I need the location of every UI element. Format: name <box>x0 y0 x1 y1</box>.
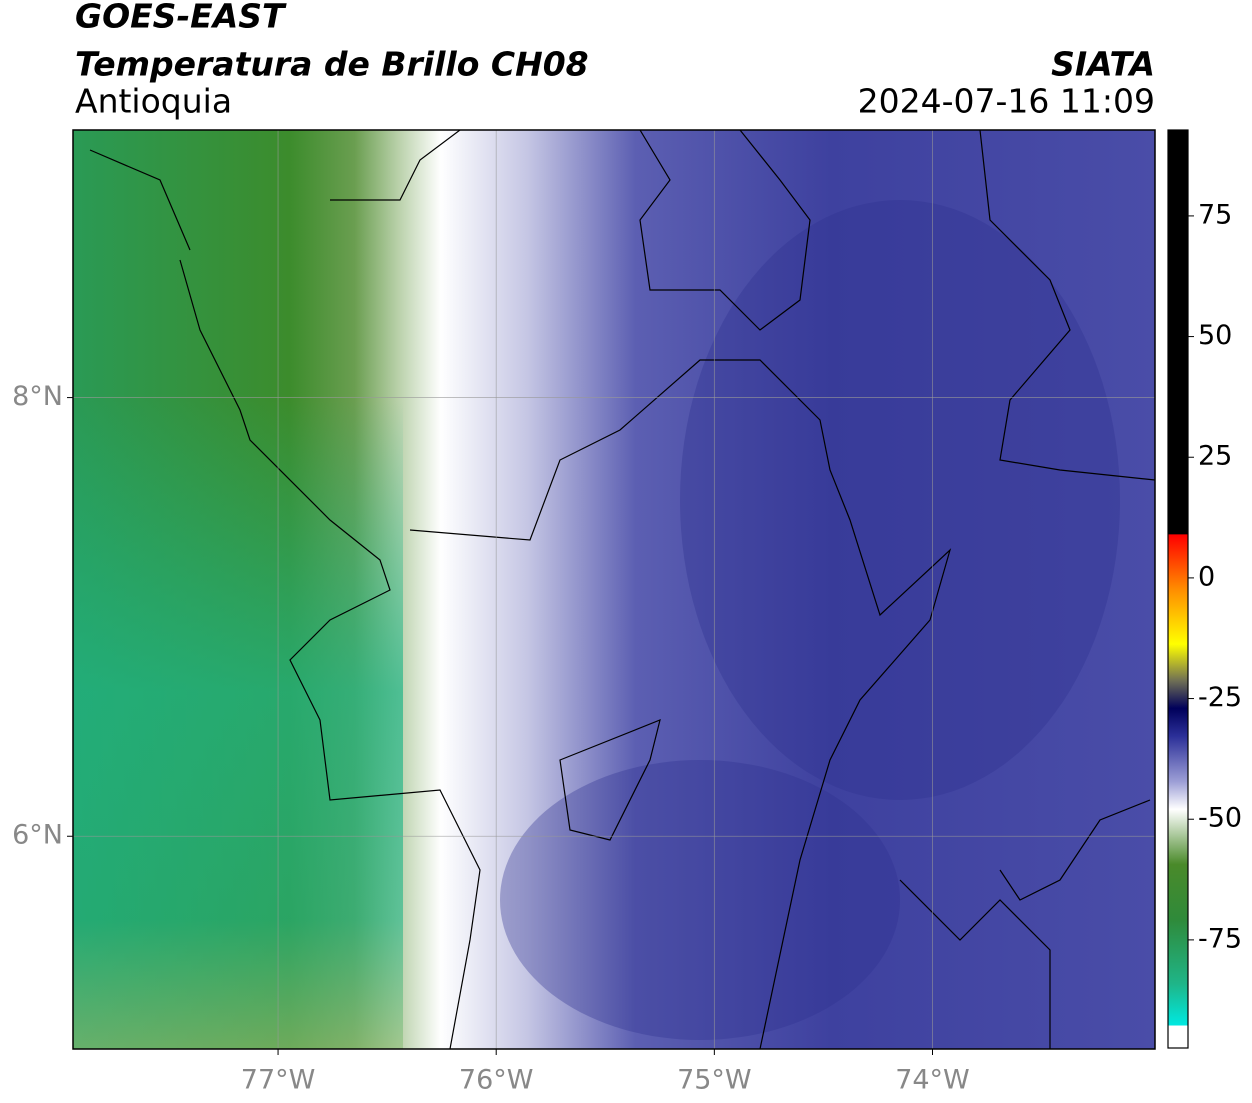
lon-tick-label: 76°W <box>459 1065 534 1096</box>
lon-tick-label: 77°W <box>241 1065 316 1096</box>
colorbar-tick-label: 0 <box>1198 561 1215 592</box>
region: Antioquia <box>75 82 232 121</box>
lon-tick-label: 74°W <box>895 1065 970 1096</box>
datetime: 2024-07-16 11:09 <box>858 82 1155 121</box>
title: GOES-EAST <box>75 0 287 36</box>
map-image <box>73 130 1155 1049</box>
lon-tick-label: 75°W <box>677 1065 752 1096</box>
colorbar-tick-label: 50 <box>1198 320 1232 351</box>
lat-tick-label: 8°N <box>12 381 63 412</box>
colorbar-tick-label: -50 <box>1198 803 1242 834</box>
colorbar-tick-label: -25 <box>1198 682 1242 713</box>
colorbar-tick-label: 25 <box>1198 441 1232 472</box>
lat-tick-label: 6°N <box>12 820 63 851</box>
source: SIATA <box>1051 45 1155 84</box>
colorbar-tick-label: 75 <box>1198 199 1232 230</box>
subtitle: Temperatura de Brillo CH08 <box>75 45 589 84</box>
map-frame <box>72 129 1156 1050</box>
colorbar <box>1167 129 1189 1049</box>
colorbar-tick-label: -75 <box>1198 923 1242 954</box>
